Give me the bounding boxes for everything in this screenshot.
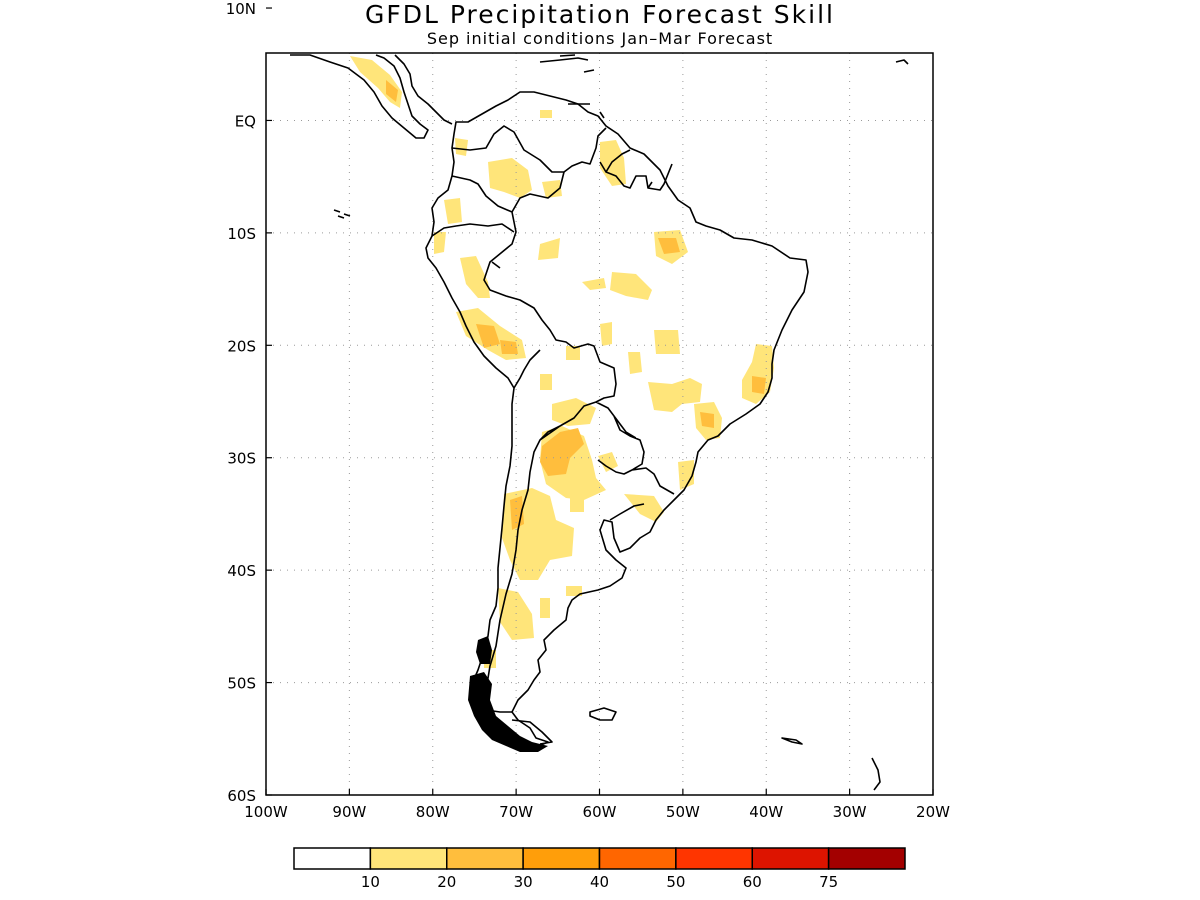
skill-patch: [540, 598, 550, 618]
skill-patch: [598, 452, 618, 472]
colorbar-swatch: [369, 847, 448, 870]
x-tick-label: 50W: [666, 803, 700, 821]
skill-patch: [488, 158, 532, 198]
colorbar-label: 50: [666, 873, 685, 891]
x-tick-label: 80W: [416, 803, 450, 821]
x-tick-label: 30W: [833, 803, 867, 821]
map-title: GFDL Precipitation Forecast Skill: [364, 0, 835, 29]
x-tick-label: 40W: [749, 803, 783, 821]
skill-patch: [582, 278, 606, 290]
skill-patch: [386, 80, 398, 102]
colorbar-swatch: [598, 847, 677, 870]
skill-patch: [678, 460, 694, 490]
colorbar-label: 10: [361, 873, 380, 891]
skill-patch: [752, 376, 766, 394]
y-tick-label: 60S: [227, 787, 256, 805]
galapagos-islands: [333, 209, 351, 219]
colorbar-swatch: [446, 847, 524, 870]
skill-patch: [600, 322, 612, 346]
skill-patch: [538, 238, 560, 260]
skill-patch: [540, 110, 552, 118]
caribbean-islands: [539, 57, 605, 119]
cuba-coast: [559, 54, 576, 57]
skill-patch: [566, 346, 580, 360]
y-tick-label: EQ: [235, 112, 256, 130]
skill-patch: [434, 232, 446, 254]
chilean-fjords: [468, 636, 548, 752]
skill-patch: [700, 412, 714, 428]
skill-patch: [542, 180, 562, 198]
skill-patch: [570, 496, 584, 512]
x-tick-label: 90W: [332, 803, 366, 821]
skill-patch: [500, 340, 518, 354]
colorbar-swatch: [827, 847, 906, 870]
x-tick-label: 70W: [499, 803, 533, 821]
skill-patch: [648, 378, 702, 412]
skill-patch: [460, 256, 490, 298]
falkland-islands: [589, 707, 617, 721]
fjord-shading: [468, 672, 548, 752]
skill-patch: [540, 374, 552, 390]
fjord-shading: [476, 636, 492, 664]
skill-patch: [610, 272, 652, 300]
map-axes: 100W 90W 80W 70W 60W 50W 40W 30W 20W 10N EQ 10S 20S 3…: [226, 0, 950, 821]
tierra-del-fuego: [511, 719, 553, 745]
y-tick-label: 40S: [227, 562, 256, 580]
colorbar-swatch: [522, 847, 601, 870]
skill-patch: [654, 330, 680, 354]
colorbar-swatch: [293, 847, 372, 870]
x-tick-label: 60W: [583, 803, 617, 821]
map-grid: [266, 53, 933, 795]
coastlines: [290, 54, 909, 791]
skill-shading: [350, 56, 774, 668]
skill-patch: [444, 198, 462, 224]
y-tick-label: 10N: [226, 0, 256, 18]
central-america-coastline: [290, 54, 429, 139]
skill-patch: [624, 494, 664, 522]
colorbar-label: 30: [514, 873, 533, 891]
south-america-coastline: [425, 91, 809, 749]
colorbar-swatch: [675, 847, 753, 870]
colorbar-label: 40: [590, 873, 609, 891]
skill-patch: [455, 138, 468, 156]
sandwich-islands: [871, 757, 881, 791]
skill-patch: [628, 352, 642, 374]
colorbar-label: 60: [743, 873, 762, 891]
colorbar-swatch: [751, 847, 830, 870]
colorbar-label: 20: [437, 873, 456, 891]
x-tick-label: 20W: [916, 803, 950, 821]
skill-patch: [742, 344, 774, 404]
skill-patch: [540, 428, 584, 476]
skill-patch: [600, 140, 626, 186]
skill-patch: [566, 586, 582, 596]
x-tick-label: 100W: [244, 803, 288, 821]
map-subtitle: Sep initial conditions Jan–Mar Forecast: [426, 29, 774, 48]
y-tick-label: 50S: [227, 675, 256, 693]
colorbar: 10 20 30 40 50 60 75: [293, 847, 906, 891]
country-borders: [431, 125, 675, 713]
y-tick-label: 30S: [227, 450, 256, 468]
y-tick-label: 20S: [227, 337, 256, 355]
y-tick-label: 10S: [227, 225, 256, 243]
yucatan-coastline: [394, 54, 453, 125]
colorbar-label: 75: [819, 873, 838, 891]
skill-patch: [552, 398, 596, 426]
azores-dots: [895, 59, 909, 65]
skill-patch: [658, 238, 680, 254]
south-georgia: [781, 737, 803, 745]
skill-patch: [476, 324, 500, 348]
